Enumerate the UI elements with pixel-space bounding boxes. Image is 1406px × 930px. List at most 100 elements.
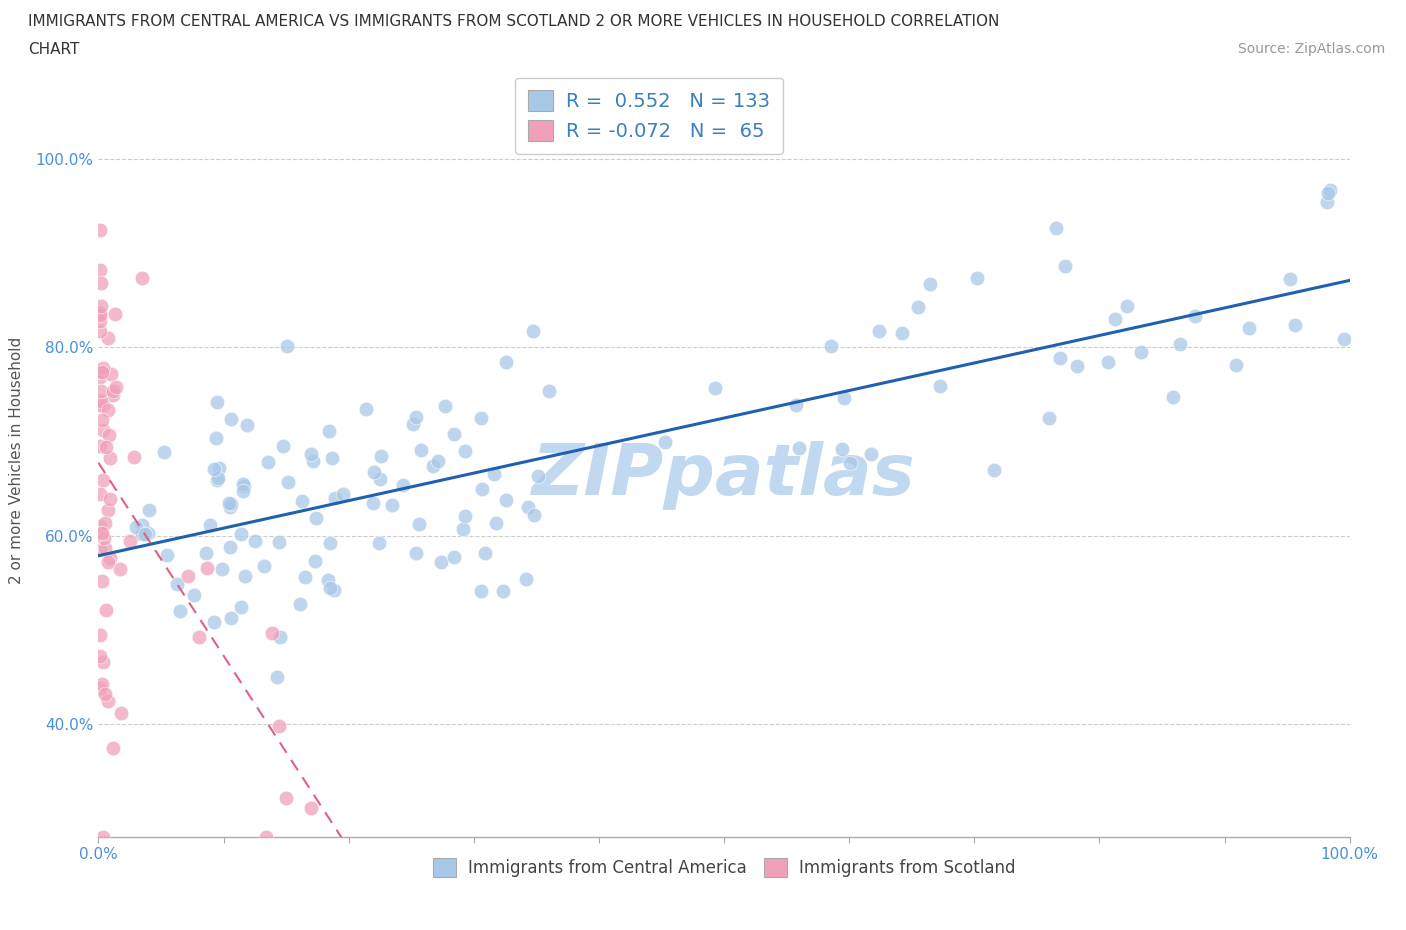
- Point: [205, 431, 228, 445]
- Point: [276, 790, 298, 805]
- Point: [262, 626, 284, 641]
- Point: [929, 379, 952, 393]
- Point: [703, 380, 725, 395]
- Point: [89, 324, 111, 339]
- Point: [370, 448, 392, 463]
- Point: [89, 681, 111, 696]
- Point: [231, 599, 253, 614]
- Point: [134, 527, 156, 542]
- Point: [97, 555, 120, 570]
- Point: [363, 465, 385, 480]
- Point: [323, 491, 346, 506]
- Point: [91, 677, 114, 692]
- Point: [367, 536, 389, 551]
- Point: [89, 308, 111, 323]
- Point: [94, 541, 117, 556]
- Point: [219, 539, 242, 554]
- Point: [1319, 182, 1341, 197]
- Point: [405, 546, 427, 561]
- Point: [219, 497, 242, 512]
- Point: [90, 574, 112, 589]
- Point: [89, 649, 111, 664]
- Point: [93, 686, 115, 701]
- Point: [208, 461, 231, 476]
- Point: [266, 670, 288, 684]
- Point: [219, 610, 242, 625]
- Point: [907, 299, 929, 314]
- Y-axis label: 2 or more Vehicles in Household: 2 or more Vehicles in Household: [10, 337, 24, 584]
- Point: [1049, 351, 1071, 365]
- Point: [236, 418, 259, 432]
- Point: [1130, 344, 1153, 359]
- Point: [90, 525, 112, 540]
- Point: [409, 443, 432, 458]
- Point: [202, 462, 225, 477]
- Point: [219, 412, 242, 427]
- Point: [89, 519, 111, 534]
- Point: [211, 562, 233, 577]
- Point: [229, 527, 252, 542]
- Point: [136, 525, 159, 540]
- Point: [354, 401, 377, 416]
- Point: [1316, 185, 1339, 200]
- Text: IMMIGRANTS FROM CENTRAL AMERICA VS IMMIGRANTS FROM SCOTLAND 2 OR MORE VEHICLES I: IMMIGRANTS FROM CENTRAL AMERICA VS IMMIG…: [28, 14, 1000, 29]
- Point: [495, 493, 517, 508]
- Point: [110, 706, 132, 721]
- Point: [93, 422, 115, 437]
- Point: [537, 384, 560, 399]
- Point: [177, 568, 200, 583]
- Point: [291, 493, 314, 508]
- Point: [485, 515, 508, 530]
- Point: [305, 510, 328, 525]
- Point: [100, 366, 122, 381]
- Point: [97, 403, 120, 418]
- Point: [484, 466, 506, 481]
- Point: [118, 533, 141, 548]
- Point: [253, 558, 276, 573]
- Point: [454, 444, 477, 458]
- Point: [98, 491, 121, 506]
- Point: [405, 410, 427, 425]
- Point: [89, 306, 111, 321]
- Point: [269, 630, 291, 644]
- Point: [470, 410, 492, 425]
- Point: [495, 354, 517, 369]
- Legend: Immigrants from Central America, Immigrants from Scotland: Immigrants from Central America, Immigra…: [425, 849, 1024, 885]
- Point: [90, 383, 112, 398]
- Point: [868, 323, 890, 338]
- Point: [233, 568, 256, 583]
- Point: [156, 548, 179, 563]
- Point: [94, 603, 117, 618]
- Point: [101, 387, 124, 402]
- Point: [131, 271, 153, 286]
- Point: [304, 553, 326, 568]
- Point: [832, 391, 855, 405]
- Point: [408, 517, 430, 532]
- Point: [443, 426, 465, 441]
- Point: [392, 478, 415, 493]
- Point: [831, 442, 853, 457]
- Point: [232, 484, 254, 498]
- Point: [269, 535, 291, 550]
- Point: [138, 503, 160, 518]
- Point: [97, 694, 120, 709]
- Point: [131, 518, 153, 533]
- Point: [527, 469, 550, 484]
- Point: [90, 365, 112, 379]
- Point: [94, 516, 117, 531]
- Point: [202, 615, 225, 630]
- Point: [91, 361, 114, 376]
- Point: [89, 542, 111, 557]
- Point: [131, 525, 153, 540]
- Point: [94, 440, 117, 455]
- Point: [100, 551, 122, 565]
- Point: [269, 719, 291, 734]
- Point: [232, 477, 254, 492]
- Point: [422, 459, 444, 474]
- Point: [89, 364, 111, 379]
- Point: [89, 223, 111, 238]
- Point: [522, 324, 544, 339]
- Point: [820, 339, 842, 353]
- Point: [188, 629, 211, 644]
- Point: [132, 527, 155, 542]
